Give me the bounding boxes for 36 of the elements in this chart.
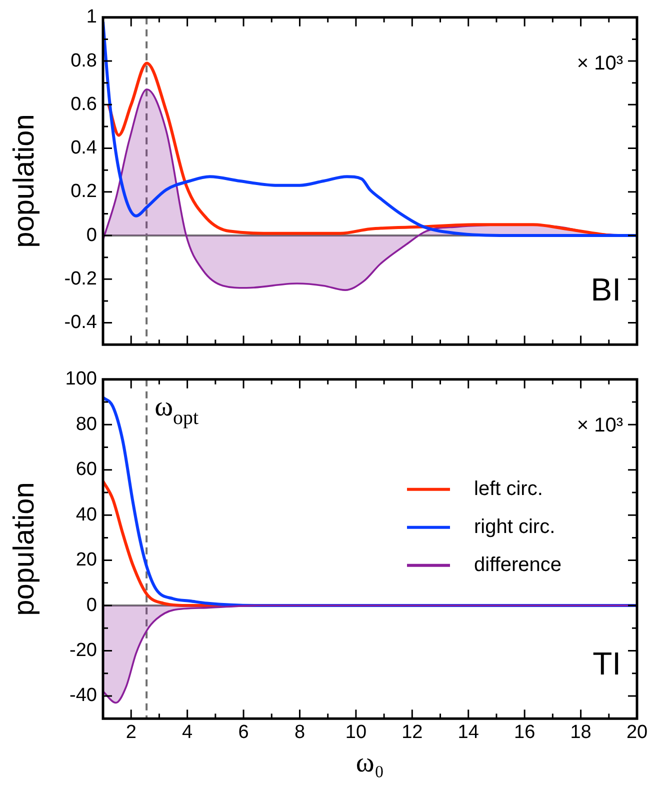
x-tick-label: 20 [626,722,648,744]
y-tick-label: 0.4 [70,138,98,159]
y-tick-label: 0.8 [70,50,97,72]
y-tick-label: 0.6 [70,94,97,115]
y-tick-label: 0 [86,224,97,246]
annotation: BI [590,272,621,308]
y-tick-label: 80 [76,414,97,435]
x-tick-label: 2 [126,722,136,744]
x-tick-label: 10 [345,722,367,744]
annotation: × 10³ [576,414,624,436]
y-tick-label: 40 [76,504,97,526]
y-tick-label: -40 [70,685,97,706]
y-tick-label: 60 [76,459,97,480]
x-axis-title: ω₀ [356,748,384,779]
y-tick-label: -0.4 [64,312,98,334]
y-tick-label: 0 [86,594,97,616]
legend-label: left circ. [474,478,543,500]
y-tick-label: 0.2 [70,181,97,202]
y-tick-label: 100 [65,368,97,390]
y-axis-title: population [8,482,40,616]
y-axis-title: population [8,114,40,248]
x-tick-label: 12 [402,722,423,744]
legend-label: right circ. [474,516,556,538]
x-tick-label: 4 [182,722,194,744]
x-tick-label: 8 [294,722,306,744]
annotation: TI [592,646,621,682]
x-tick-label: 18 [570,722,592,744]
y-tick-label: 1 [86,6,97,28]
y-tick-label: -20 [70,640,97,661]
x-tick-label: 14 [458,722,480,744]
x-tick-label: 6 [238,722,249,744]
annotation: × 10³ [576,52,624,74]
y-tick-label: 20 [76,550,97,571]
x-tick-label: 16 [514,722,536,744]
y-tick-label: -0.2 [64,268,97,290]
legend-label: difference [474,554,562,576]
